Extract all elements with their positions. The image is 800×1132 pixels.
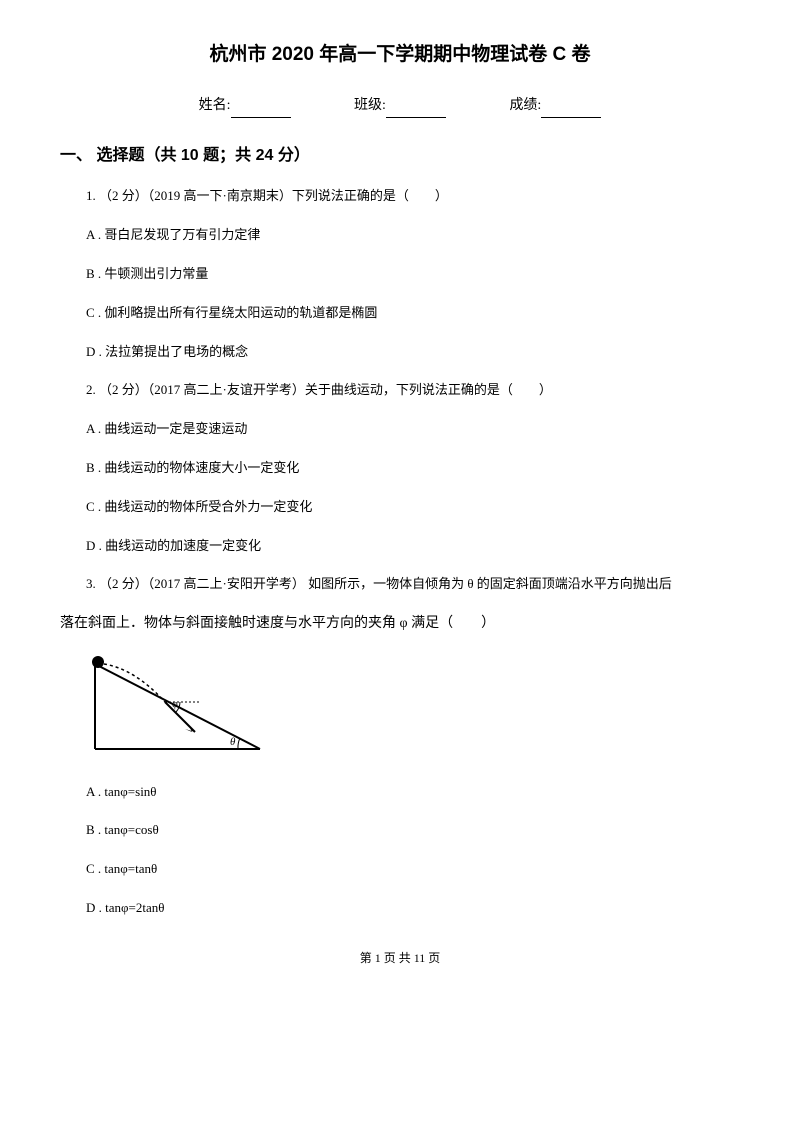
question-3-option-d: D . tanφ=2tanθ bbox=[60, 898, 740, 919]
question-2-option-c: C . 曲线运动的物体所受合外力一定变化 bbox=[60, 497, 740, 518]
question-1-option-b: B . 牛顿测出引力常量 bbox=[60, 264, 740, 285]
question-1-stem: 1. （2 分）（2019 高一下·南京期末）下列说法正确的是（ ） bbox=[60, 186, 740, 207]
question-3-stem-line2: 落在斜面上．物体与斜面接触时速度与水平方向的夹角 φ 满足（ ） bbox=[60, 613, 740, 635]
name-label: 姓名: bbox=[199, 98, 231, 113]
section-title: 一、 选择题（共 10 题；共 24 分） bbox=[60, 143, 740, 169]
question-3-figure: φ θ bbox=[90, 654, 740, 764]
question-2-stem: 2. （2 分）（2017 高二上·友谊开学考）关于曲线运动，下列说法正确的是（… bbox=[60, 380, 740, 401]
score-label: 成绩: bbox=[509, 98, 541, 113]
phi-label: φ bbox=[172, 699, 178, 710]
incline-diagram: φ θ bbox=[90, 654, 270, 764]
question-2-option-b: B . 曲线运动的物体速度大小一定变化 bbox=[60, 458, 740, 479]
class-field: 班级: bbox=[354, 95, 446, 117]
class-blank[interactable] bbox=[386, 102, 446, 118]
question-3-option-c: C . tanφ=tanθ bbox=[60, 859, 740, 880]
score-field: 成绩: bbox=[509, 95, 601, 117]
question-3-option-a: A . tanφ=sinθ bbox=[60, 782, 740, 803]
score-blank[interactable] bbox=[541, 102, 601, 118]
question-1-option-d: D . 法拉第提出了电场的概念 bbox=[60, 342, 740, 363]
student-info-row: 姓名: 班级: 成绩: bbox=[60, 95, 740, 117]
name-field: 姓名: bbox=[199, 95, 291, 117]
page-footer: 第 1 页 共 11 页 bbox=[60, 949, 740, 968]
question-1-option-c: C . 伽利略提出所有行星绕太阳运动的轨道都是椭圆 bbox=[60, 303, 740, 324]
question-2-option-d: D . 曲线运动的加速度一定变化 bbox=[60, 536, 740, 557]
question-3-stem-line1: 3. （2 分）（2017 高二上·安阳开学考） 如图所示，一物体自倾角为 θ … bbox=[60, 574, 740, 595]
question-2-option-a: A . 曲线运动一定是变速运动 bbox=[60, 419, 740, 440]
question-1-option-a: A . 哥白尼发现了万有引力定律 bbox=[60, 225, 740, 246]
class-label: 班级: bbox=[354, 98, 386, 113]
exam-title: 杭州市 2020 年高一下学期期中物理试卷 C 卷 bbox=[60, 40, 740, 70]
question-3-option-b: B . tanφ=cosθ bbox=[60, 820, 740, 841]
theta-label: θ bbox=[230, 736, 236, 748]
name-blank[interactable] bbox=[231, 102, 291, 118]
